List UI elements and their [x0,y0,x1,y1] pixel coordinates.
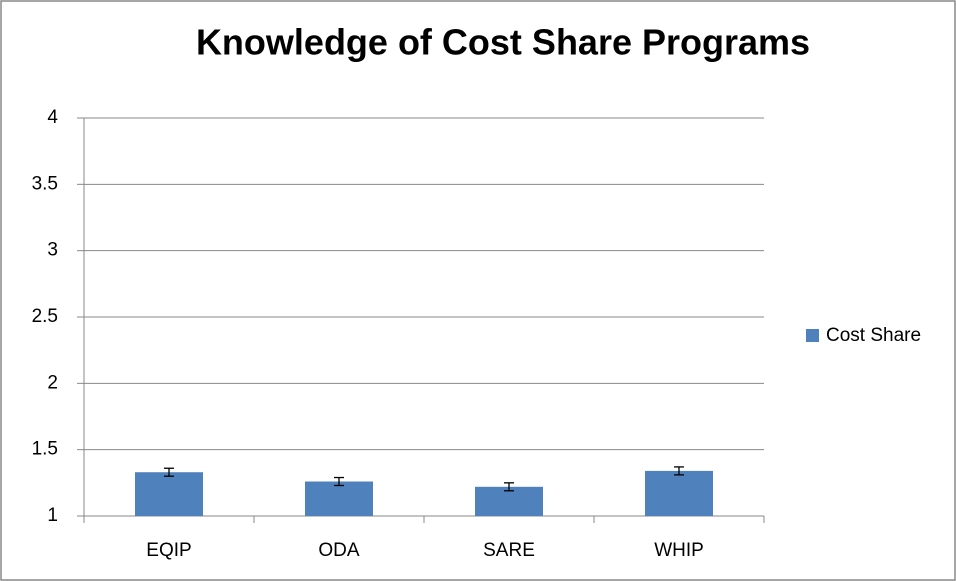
error-bar [164,467,174,477]
bar [135,472,203,516]
chart-title: Knowledge of Cost Share Programs [196,22,810,63]
y-tick-label: 4 [47,107,58,128]
legend-label: Cost Share [826,325,921,346]
y-tick-label: 1 [47,505,58,526]
error-bar [504,482,514,492]
x-tick-label: SARE [483,540,535,561]
y-tick-label: 2.5 [32,306,58,327]
legend-swatch [806,329,819,342]
x-tick-label: ODA [318,540,360,561]
bar [305,481,373,516]
y-tick-label: 3 [47,240,58,261]
bar [475,486,543,516]
y-tick-label: 2 [47,372,58,393]
error-bar [334,476,344,487]
error-bar [674,466,684,476]
y-tick-label: 3.5 [32,173,58,194]
x-tick-label: EQIP [146,540,191,561]
x-tick-label: WHIP [654,540,704,561]
y-tick-label: 1.5 [32,439,58,460]
bar [645,470,713,516]
